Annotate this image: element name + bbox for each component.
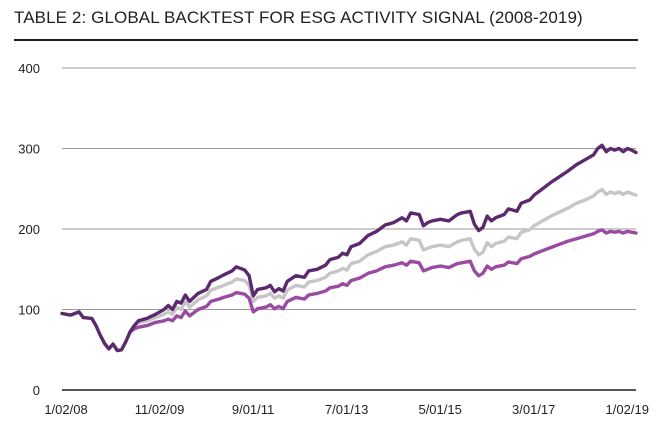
series-line-secondary [128,228,638,334]
series-line-benchmark [60,187,638,353]
x-tick-label: 1/02/08 [44,402,87,417]
x-tick-label: 7/01/13 [325,402,368,417]
y-tick-label: 400 [18,61,40,76]
y-tick-label: 200 [18,222,40,237]
series-line-esg-signal [60,143,638,353]
y-tick-label: 0 [33,383,40,398]
x-tick-label: 9/01/11 [232,402,274,417]
y-tick-label: 300 [18,142,40,157]
y-tick-label: 100 [18,303,40,318]
chart-title: TABLE 2: GLOBAL BACKTEST FOR ESG ACTIVIT… [14,8,583,27]
x-tick-label: 11/02/09 [135,402,185,417]
title-rule [14,39,638,41]
x-tick-label: 3/01/17 [512,402,555,417]
x-tick-label: 5/01/15 [418,402,461,417]
x-tick-label: 1/02/19 [606,402,649,417]
